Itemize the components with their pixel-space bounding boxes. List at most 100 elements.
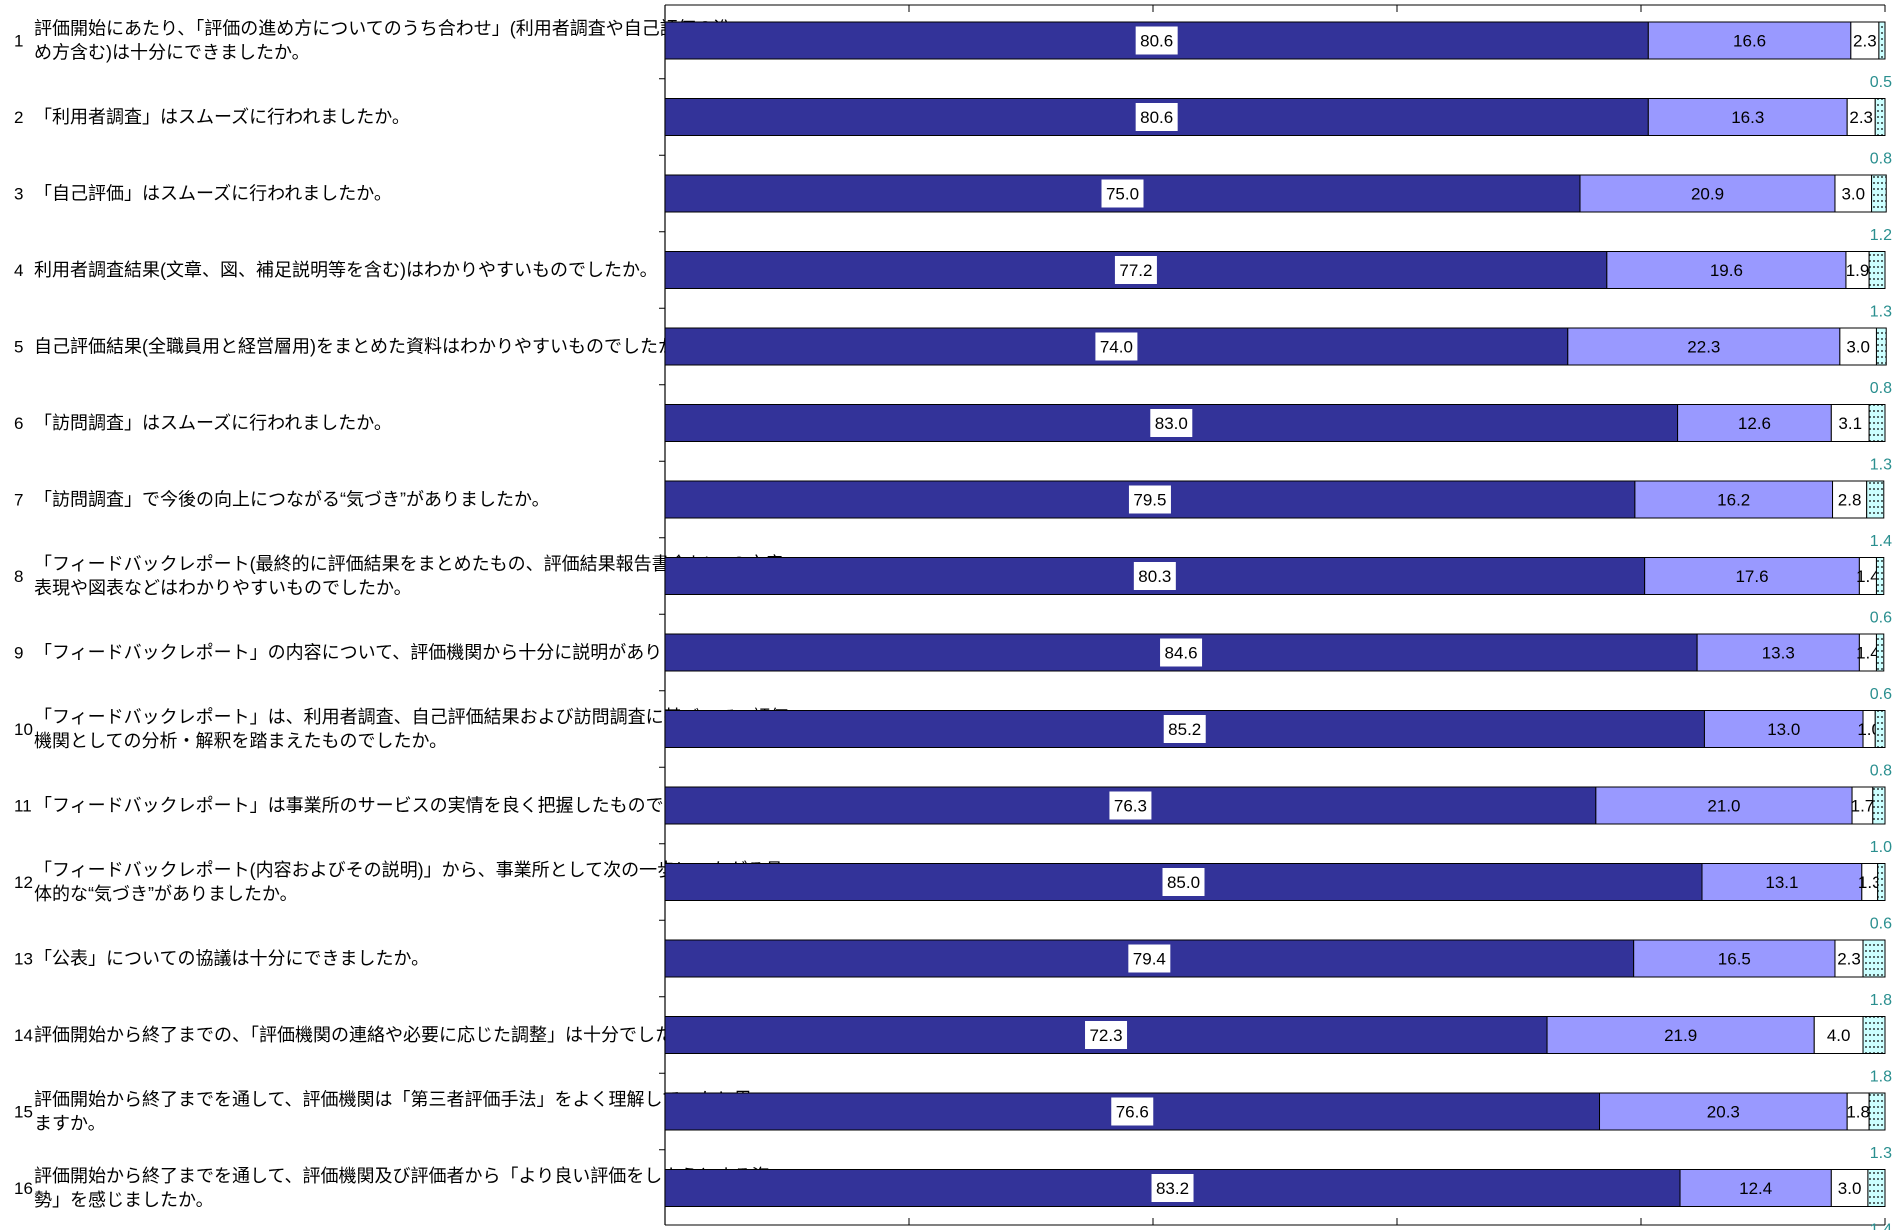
data-label: 83.2	[1156, 1179, 1189, 1198]
data-label-small: 1.3	[1870, 1145, 1892, 1162]
category-label: 評価開始から終了までを通して、評価機関は「第三者評価手法」をよく理解していたと思…	[34, 1090, 770, 1110]
category-label: 自己評価結果(全職員用と経営層用)をまとめた資料はわかりやすいものでしたか。	[34, 337, 694, 357]
category-number: 12	[14, 873, 33, 892]
data-label: 1.3	[1858, 873, 1882, 892]
data-label-bg	[1151, 1174, 1194, 1202]
category-label: 「フィードバックレポート」の内容について、評価機関から十分に説明がありましたか。	[34, 643, 752, 663]
data-label: 16.3	[1731, 108, 1764, 127]
data-label: 20.3	[1707, 1103, 1740, 1122]
data-label-bg	[1095, 332, 1138, 361]
data-label: 3.1	[1838, 414, 1862, 433]
data-label-bg	[1135, 103, 1178, 131]
data-label: 17.6	[1735, 567, 1768, 586]
category-label: 「フィードバックレポート(最終的に評価結果をまとめたもの、評価結果報告書含む)」…	[34, 554, 784, 574]
data-label-small: 1.2	[1870, 227, 1892, 244]
category-label: 体的な“気づき”がありましたか。	[34, 884, 298, 904]
category-label: 評価開始にあたり、「評価の進め方についてのうち合わせ」(利用者調査や自己評価の進	[34, 19, 732, 39]
category-label: 「フィードバックレポート」は、利用者調査、自己評価結果および訪問調査に基づいて、…	[34, 707, 788, 727]
data-label-small: 1.0	[1870, 839, 1892, 856]
data-label-small: 1.8	[1870, 1069, 1892, 1086]
data-label-small: 0.6	[1870, 686, 1892, 703]
category-number: 1	[14, 32, 23, 51]
data-label-small: 1.4	[1870, 1222, 1892, 1230]
bar-segment-4	[1875, 557, 1885, 595]
category-label: 評価開始から終了までの、「評価機関の連絡や必要に応じた調整」は十分でしたか。	[34, 1025, 709, 1045]
data-label: 77.2	[1119, 261, 1152, 280]
data-label-small: 0.6	[1870, 610, 1892, 627]
data-label-bg	[1128, 944, 1171, 973]
data-label: 72.3	[1089, 1026, 1122, 1045]
bar-segment-4	[1874, 710, 1886, 748]
category-label: 表現や図表などはわかりやすいものでしたか。	[34, 578, 412, 598]
data-label: 13.0	[1767, 720, 1800, 739]
data-label: 79.4	[1133, 950, 1166, 969]
data-label: 3.0	[1838, 1179, 1862, 1198]
bar-segment-2	[1703, 710, 1864, 748]
data-label: 84.6	[1165, 644, 1198, 663]
bar-segment-2	[1677, 404, 1832, 442]
bar-segment-4	[1868, 404, 1886, 442]
bar-segment-2	[1647, 21, 1852, 60]
data-label-small: 0.5	[1870, 74, 1892, 91]
data-label: 3.0	[1841, 185, 1865, 204]
category-label: 「訪問調査」で今後の向上につながる“気づき”がありましたか。	[34, 490, 550, 510]
data-label: 1.7	[1851, 797, 1875, 816]
data-label: 80.3	[1138, 567, 1171, 586]
data-label: 1.9	[1846, 261, 1870, 280]
category-number: 6	[14, 414, 23, 433]
bar-segment-2	[1679, 1169, 1832, 1207]
data-label: 76.6	[1116, 1103, 1149, 1122]
bar-segment-2	[1567, 327, 1841, 366]
bar-segment-4	[1868, 1092, 1886, 1131]
bar-segment-4	[1862, 939, 1886, 978]
data-label: 2.8	[1838, 491, 1862, 510]
data-label: 80.6	[1140, 108, 1173, 127]
category-label: 「フィードバックレポート」は事業所のサービスの実情を良く把握したものでしたか。	[34, 796, 735, 816]
bar-segment-4	[1878, 21, 1886, 60]
data-label: 13.3	[1762, 644, 1795, 663]
data-label: 79.5	[1133, 491, 1166, 510]
category-label: 評価開始から終了までを通して、評価機関及び評価者から「より良い評価をしようとする…	[34, 1166, 770, 1186]
data-label-bg	[1163, 715, 1206, 743]
bar-segment-2	[1579, 174, 1836, 213]
bar-segment-2	[1595, 786, 1853, 825]
data-label-bg	[1160, 638, 1203, 667]
bar-segment-2	[1606, 251, 1847, 289]
data-label: 22.3	[1687, 338, 1720, 357]
data-label-small: 1.3	[1870, 304, 1892, 321]
data-label: 2.3	[1849, 108, 1873, 127]
data-label-small: 1.8	[1870, 992, 1892, 1009]
bar-segment-2	[1599, 1092, 1848, 1131]
bar-segment-4	[1877, 863, 1886, 901]
data-label: 2.3	[1837, 950, 1861, 969]
bar-segment-2	[1696, 633, 1860, 672]
category-number: 14	[14, 1026, 33, 1045]
category-label: 「自己評価」はスムーズに行われましたか。	[34, 184, 392, 204]
data-label-bg	[1109, 791, 1152, 820]
category-number: 11	[14, 797, 32, 816]
category-number: 16	[14, 1179, 33, 1198]
data-label-small: 1.4	[1870, 533, 1892, 550]
bar-segment-4	[1875, 633, 1885, 672]
data-label: 80.6	[1140, 32, 1173, 51]
data-label: 16.6	[1733, 32, 1766, 51]
data-label: 4.0	[1827, 1026, 1851, 1045]
data-label-small: 0.8	[1870, 380, 1892, 397]
bar-segment-4	[1867, 1169, 1886, 1207]
data-label: 2.3	[1853, 32, 1877, 51]
data-label: 19.6	[1710, 261, 1743, 280]
data-label: 21.0	[1707, 797, 1740, 816]
category-label: 勢」を感じましたか。	[34, 1190, 214, 1210]
bar-segment-2	[1644, 557, 1860, 595]
data-label-small: 0.6	[1870, 916, 1892, 933]
category-number: 7	[14, 491, 23, 510]
category-label: 「利用者調査」はスムーズに行われましたか。	[34, 107, 410, 127]
data-label: 83.0	[1155, 414, 1188, 433]
category-label: 利用者調査結果(文章、図、補足説明等を含む)はわかりやすいものでしたか。	[34, 260, 658, 280]
category-label: め方含む)は十分にできましたか。	[34, 43, 310, 63]
data-label-small: 1.3	[1870, 457, 1892, 474]
data-label-bg	[1101, 179, 1144, 208]
bar-segment-4	[1872, 786, 1886, 825]
category-label: 機関としての分析・解釈を踏まえたものでしたか。	[34, 731, 447, 751]
category-number: 13	[14, 950, 33, 969]
